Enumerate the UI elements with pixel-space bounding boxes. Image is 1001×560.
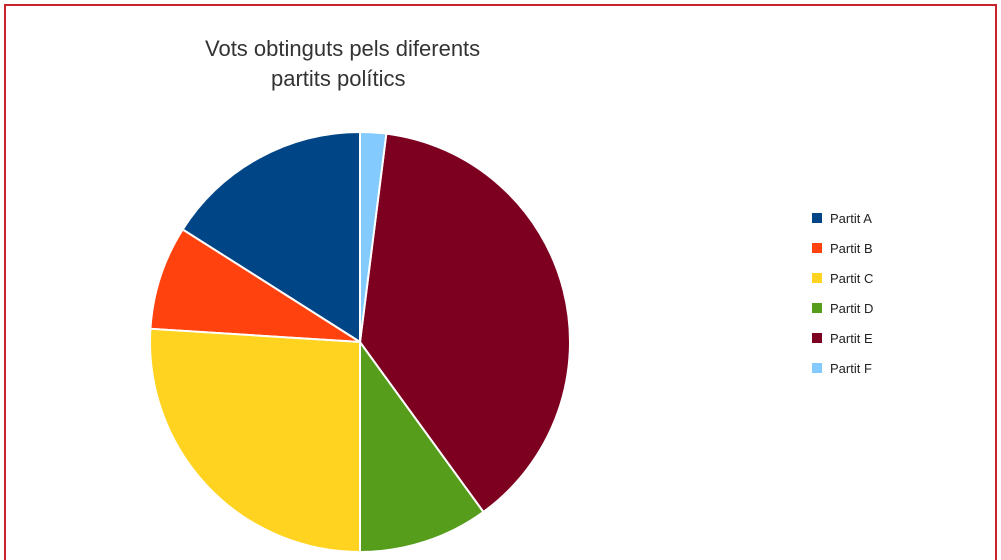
legend-label-partit-c: Partit C <box>830 270 874 286</box>
legend-swatch-partit-e <box>812 333 822 343</box>
pie-slice-partit-f <box>359 130 388 343</box>
legend-swatch-partit-c <box>812 273 822 283</box>
legend-item-partit-e: Partit E <box>812 323 873 353</box>
pie-slice-partit-e <box>358 132 571 514</box>
pie-slices <box>149 130 571 554</box>
chart-title: Vots obtinguts pels diferents partits po… <box>195 34 575 94</box>
legend-item-partit-d: Partit D <box>812 293 873 323</box>
pie-slice-partit-d <box>359 338 485 554</box>
legend-label-partit-e: Partit E <box>830 330 873 346</box>
legend-item-partit-a: Partit A <box>812 203 873 233</box>
legend-swatch-partit-a <box>812 213 822 223</box>
chart-legend: Partit A Partit B Partit C Partit D Partit E… <box>812 203 873 383</box>
legend-label-partit-a: Partit A <box>830 210 872 226</box>
legend-swatch-partit-b <box>812 243 822 253</box>
legend-label-partit-b: Partit B <box>830 240 873 256</box>
legend-swatch-partit-d <box>812 303 822 313</box>
legend-item-partit-c: Partit C <box>812 263 873 293</box>
pie-slice-partit-c <box>149 327 361 554</box>
legend-label-partit-d: Partit D <box>830 300 874 316</box>
legend-item-partit-b: Partit B <box>812 233 873 263</box>
legend-swatch-partit-f <box>812 363 822 373</box>
pie-slice-partit-a <box>181 130 361 344</box>
chart-title-line-1: Vots obtinguts pels diferents <box>205 36 481 61</box>
chart-title-line-2: partits polítics <box>271 66 406 91</box>
pie-slice-partit-b <box>149 228 361 343</box>
legend-label-partit-f: Partit F <box>830 360 872 376</box>
legend-item-partit-f: Partit F <box>812 353 873 383</box>
